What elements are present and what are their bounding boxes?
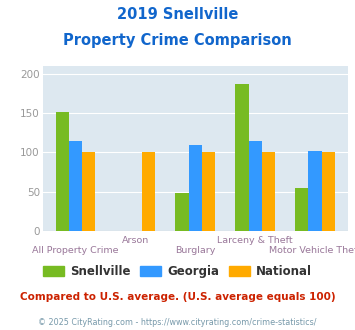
Bar: [262, 152, 275, 231]
Bar: [235, 84, 248, 231]
Text: Larceny & Theft: Larceny & Theft: [217, 236, 293, 245]
Bar: [82, 152, 95, 231]
Text: © 2025 CityRating.com - https://www.cityrating.com/crime-statistics/: © 2025 CityRating.com - https://www.city…: [38, 318, 317, 327]
Text: Burglary: Burglary: [175, 246, 215, 255]
Text: Property Crime Comparison: Property Crime Comparison: [63, 33, 292, 48]
Bar: [189, 145, 202, 231]
Bar: [202, 152, 215, 231]
Bar: [56, 112, 69, 231]
Bar: [248, 141, 262, 231]
Legend: Snellville, Georgia, National: Snellville, Georgia, National: [43, 265, 312, 278]
Text: Compared to U.S. average. (U.S. average equals 100): Compared to U.S. average. (U.S. average …: [20, 292, 335, 302]
Bar: [308, 151, 322, 231]
Text: Motor Vehicle Theft: Motor Vehicle Theft: [269, 246, 355, 255]
Bar: [175, 193, 189, 231]
Bar: [295, 188, 308, 231]
Text: 2019 Snellville: 2019 Snellville: [117, 7, 238, 21]
Bar: [69, 142, 82, 231]
Bar: [322, 152, 335, 231]
Text: Arson: Arson: [122, 236, 149, 245]
Bar: [142, 152, 155, 231]
Text: All Property Crime: All Property Crime: [32, 246, 119, 255]
